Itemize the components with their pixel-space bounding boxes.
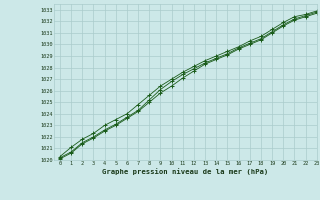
X-axis label: Graphe pression niveau de la mer (hPa): Graphe pression niveau de la mer (hPa)	[102, 168, 269, 175]
